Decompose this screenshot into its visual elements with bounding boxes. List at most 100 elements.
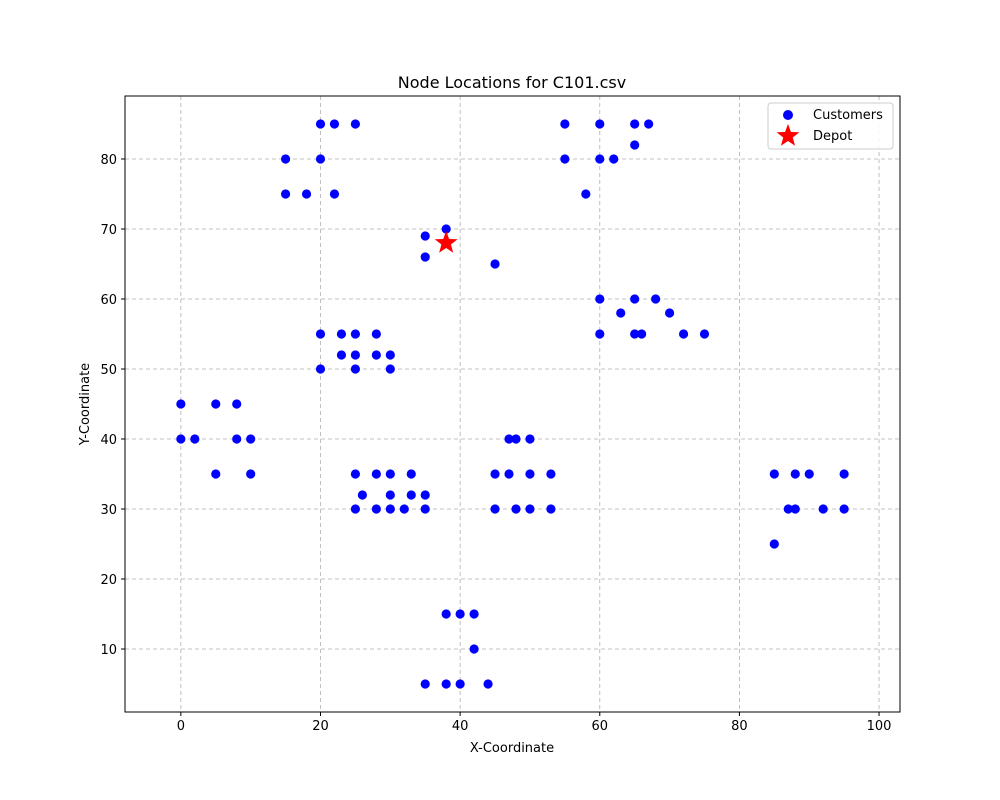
y-tick-label: 10 [100,643,117,658]
customer-point [455,609,465,619]
y-tick-label: 80 [100,153,117,168]
customer-point [420,252,430,262]
customer-point [350,329,361,339]
axis-ticks: 0 20 40 60 80 100 10 20 30 40 50 60 70 80 [100,153,891,734]
customer-point [190,434,200,444]
customer-point [790,504,800,514]
customer-point [525,434,535,444]
customer-point [420,231,430,241]
customer-point [232,434,242,444]
chart-title: Node Locations for C101.csv [398,73,626,92]
customer-point [441,609,451,619]
customer-point [315,119,326,129]
customer-point [315,364,326,374]
customer-point [301,189,312,199]
customer-point [211,469,221,479]
data-points [176,119,849,689]
customer-point [644,119,654,129]
customer-point [511,504,521,514]
y-tick-label: 30 [100,503,117,518]
customer-point [176,434,186,444]
customer-point [385,350,395,360]
customer-point [818,504,828,514]
y-tick-label: 40 [100,433,117,448]
x-axis-label: X-Coordinate [470,741,554,756]
customer-point [616,308,626,318]
customer-point [371,504,381,514]
y-tick-label: 20 [100,573,117,588]
customer-point [280,154,291,164]
customer-point [511,434,521,444]
customer-point [315,154,326,164]
customer-point [371,350,381,360]
y-tick-label: 50 [100,363,117,378]
x-tick-label: 80 [731,719,748,734]
plot-frame [124,95,901,713]
customer-point [546,469,556,479]
customer-point [595,154,605,164]
customer-point [246,434,256,444]
customer-point [581,189,591,199]
customer-point [441,224,451,234]
customer-point [637,329,647,339]
customer-point [490,469,500,479]
legend-depot-marker [776,124,800,146]
customer-point [490,259,500,269]
customer-point [630,294,640,304]
customer-point [385,504,395,514]
customer-point [769,469,779,479]
legend-customers-marker [783,110,793,120]
x-tick-label: 0 [177,719,185,734]
depot-point [434,231,458,253]
customer-point [783,504,793,514]
customer-point [420,679,430,689]
customer-point [678,329,689,339]
customer-point [371,329,381,339]
customer-point [525,504,535,514]
customer-point [420,490,430,500]
customer-point [350,119,361,129]
x-tick-label: 20 [312,719,329,734]
customer-point [790,469,800,479]
customer-point [699,329,710,339]
customer-point [525,469,535,479]
customer-point [406,469,416,479]
customer-point [504,469,514,479]
customer-point [469,644,479,654]
customer-point [280,189,291,199]
customer-point [839,504,849,514]
customer-point [630,329,640,339]
customer-point [350,364,361,374]
customer-point [769,539,779,549]
customer-point [664,308,675,318]
customer-point [630,119,640,129]
y-tick-label: 70 [100,223,117,238]
customer-point [483,679,493,689]
customer-point [490,504,500,514]
customer-point [406,490,416,500]
customer-point [350,504,361,514]
customer-point [211,399,221,409]
customer-point [246,469,256,479]
customer-point [336,350,347,360]
customer-point [315,329,326,339]
customer-point [336,329,347,339]
customer-point [609,154,619,164]
customer-point [329,119,340,129]
legend: Customers Depot [767,102,894,150]
customer-point [420,504,430,514]
customer-point [176,399,186,409]
legend-depot-label: Depot [813,129,852,144]
customer-point [357,490,367,500]
customer-point [804,469,814,479]
customer-point [232,399,242,409]
customer-point [839,469,849,479]
legend-box [767,102,894,150]
customer-point [630,140,640,150]
customer-point [329,189,340,199]
x-tick-label: 60 [592,719,609,734]
customer-point [595,329,605,339]
customer-point [560,119,570,129]
customer-point [350,350,361,360]
